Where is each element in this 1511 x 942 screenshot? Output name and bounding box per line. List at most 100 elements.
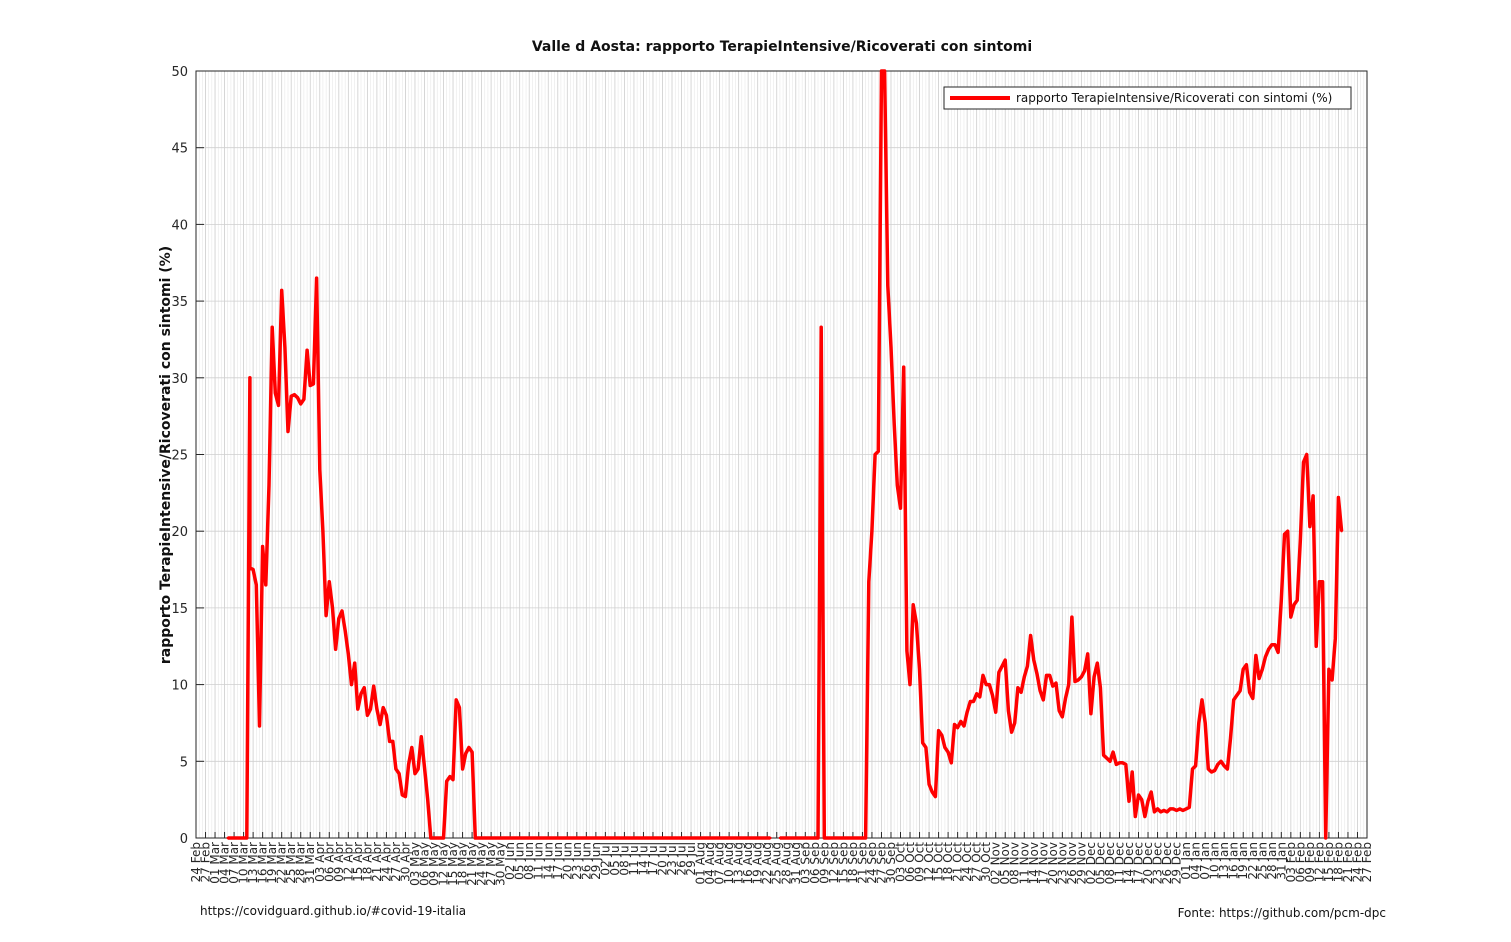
data-point (350, 683, 353, 686)
x-tick-label: 09 Sep (817, 842, 831, 884)
data-point (416, 767, 420, 771)
y-axis-label: rapporto TerapieIntensive/Ricoverati con… (158, 246, 174, 664)
legend-label: rapporto TerapieIntensive/Ricoverati con… (1016, 91, 1332, 105)
data-point (1019, 691, 1023, 694)
data-point (1048, 674, 1051, 677)
x-tick-label: 15 Feb (1322, 842, 1336, 882)
x-tick-label: 23 Jul (665, 842, 679, 876)
x-tick-label: 26 Dec (1160, 842, 1174, 884)
x-tick-label: 18 Oct (941, 842, 955, 882)
data-point (413, 772, 417, 775)
x-tick-label: 27 Sep (874, 842, 888, 884)
data-point (1092, 675, 1096, 679)
data-point (1165, 810, 1169, 814)
data-point (359, 692, 363, 695)
data-point (286, 430, 290, 433)
data-point (1197, 721, 1201, 725)
data-point (1311, 494, 1315, 498)
data-point (1292, 603, 1296, 606)
data-point (940, 734, 943, 737)
data-point (883, 69, 886, 73)
x-tick-label: 01 Mar (208, 842, 222, 884)
data-point (1257, 677, 1261, 680)
data-point (896, 484, 899, 487)
data-point (1115, 763, 1118, 766)
data-point (1140, 798, 1143, 801)
data-point (1102, 754, 1105, 757)
data-point (1264, 655, 1267, 659)
data-point (388, 740, 391, 743)
data-point (769, 836, 772, 840)
x-tick-label: 24 Feb (189, 842, 203, 882)
data-point (927, 783, 931, 786)
data-point (261, 545, 264, 548)
data-point (331, 606, 334, 610)
x-tick-label: 27 Apr (389, 842, 403, 882)
x-tick-label: 18 Apr (360, 842, 374, 882)
data-point (1105, 757, 1109, 760)
x-tick-label: 10 Mar (237, 842, 251, 884)
data-point (226, 836, 229, 840)
x-tick-label: 15 Oct (932, 842, 946, 882)
x-tick-label: 14 Dec (1122, 842, 1136, 884)
data-point (867, 580, 870, 583)
data-point (1194, 764, 1197, 768)
x-tick-label: 14 Jun (541, 842, 555, 880)
data-point (267, 484, 271, 487)
data-point (283, 345, 287, 349)
data-point (1191, 767, 1194, 771)
data-point (1032, 658, 1036, 662)
legend: rapporto TerapieIntensive/Ricoverati con… (943, 86, 1352, 110)
data-point (1289, 615, 1293, 619)
data-point (378, 723, 382, 726)
y-tick-label: 30 (171, 372, 188, 387)
data-point (972, 700, 975, 703)
x-tick-label: 21 May (465, 842, 479, 886)
data-point (1051, 684, 1055, 688)
x-tick-label: 03 Sep (798, 842, 812, 884)
x-tick-label: 18 Sep (846, 842, 860, 884)
x-tick-label: 05 Dec (1093, 842, 1107, 884)
x-tick-label: 05 Jul (608, 842, 622, 876)
data-point (426, 798, 429, 801)
footer-source-url[interactable]: https://covidguard.github.io/#covid-19-i… (200, 904, 467, 918)
data-point (1216, 763, 1220, 766)
y-tick-label: 15 (171, 602, 188, 617)
data-point (943, 746, 947, 749)
data-point (401, 793, 404, 797)
data-point (1305, 453, 1308, 456)
x-tick-label: 02 Dec (1084, 842, 1098, 884)
data-point (1245, 663, 1248, 666)
data-point (1086, 652, 1089, 656)
data-point (1058, 709, 1061, 712)
data-point (1235, 694, 1239, 697)
y-tick-label: 5 (180, 755, 188, 770)
data-point (448, 775, 452, 778)
x-tick-label: 24 Feb (1350, 842, 1364, 882)
x-tick-label: 12 Sep (827, 842, 841, 884)
data-point (1064, 697, 1067, 700)
data-point (385, 714, 388, 717)
data-point (962, 724, 966, 728)
data-point (950, 761, 953, 764)
data-point (312, 382, 315, 386)
x-tick-label: 29 Jul (684, 842, 698, 876)
x-tick-label: 04 Jan (1189, 842, 1203, 880)
data-point (931, 790, 934, 794)
data-point (820, 326, 823, 329)
data-point (912, 603, 915, 606)
data-point (1159, 810, 1162, 814)
data-point (458, 706, 461, 709)
data-point (391, 740, 394, 743)
data-point (1330, 678, 1334, 682)
x-tick-label: 12 Oct (922, 842, 936, 882)
x-tick-label: 01 Aug (694, 842, 708, 885)
x-tick-label: 07 Aug (713, 842, 727, 885)
x-tick-label: 28 Mar (294, 842, 308, 884)
x-tick-label: 09 Feb (1303, 842, 1317, 882)
x-tick-label: 20 Dec (1141, 842, 1155, 884)
data-point (271, 326, 274, 329)
data-point (1007, 709, 1010, 712)
x-tick-label: 21 Sep (855, 842, 869, 884)
data-point (245, 836, 248, 840)
